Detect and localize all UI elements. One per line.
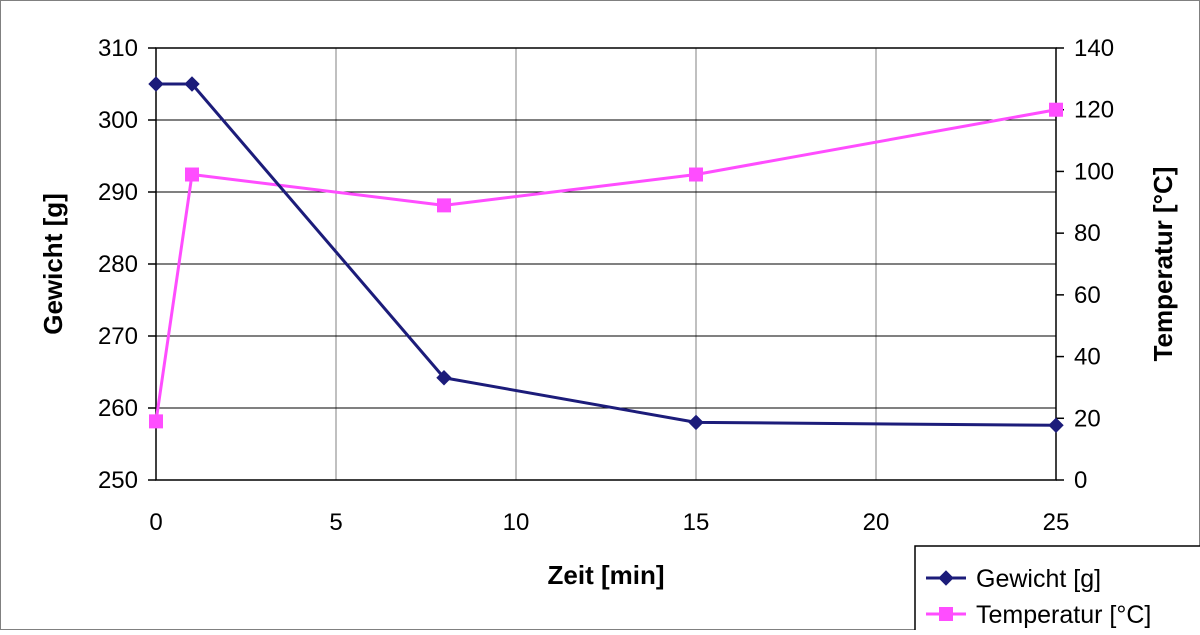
legend: Gewicht [g] Temperatur [°C] xyxy=(914,545,1200,635)
y-left-tick-label: 270 xyxy=(98,323,138,350)
data-point-temperatur xyxy=(185,167,199,182)
y-left-tick-label: 310 xyxy=(98,35,138,62)
data-point-gewicht xyxy=(688,414,704,431)
data-point-temperatur xyxy=(437,198,451,213)
y-left-tick-label: 280 xyxy=(98,251,138,278)
y-right-tick-label: 140 xyxy=(1074,35,1114,62)
grid-lines xyxy=(156,48,1056,480)
data-point-gewicht xyxy=(148,76,164,92)
legend-marker-temperatur xyxy=(939,607,953,621)
data-point-temperatur xyxy=(689,167,703,182)
data-point-temperatur xyxy=(149,414,163,429)
y-right-tick-label: 100 xyxy=(1074,158,1114,185)
y-right-tick-label: 0 xyxy=(1074,467,1087,494)
y-left-tick-label: 250 xyxy=(98,467,138,494)
y-left-tick-label: 260 xyxy=(98,395,138,422)
legend-label-gewicht: Gewicht [g] xyxy=(976,565,1101,593)
data-point-gewicht xyxy=(1048,417,1064,433)
y-right-tick-label: 60 xyxy=(1074,282,1101,309)
y-left-tick-label: 300 xyxy=(98,107,138,134)
data-point-gewicht xyxy=(436,370,452,386)
legend-marker-gewicht xyxy=(938,570,954,586)
x-tick-label: 25 xyxy=(1043,509,1070,536)
legend-items: Gewicht [g] Temperatur [°C] xyxy=(926,565,1151,629)
data-point-gewicht xyxy=(184,76,200,92)
tick-labels: 0 5 10 15 20 25 250 260 270 280 290 300 310 0 20 40 60 80… xyxy=(98,35,1114,536)
x-tick-label: 15 xyxy=(683,509,710,536)
y-right-tick-label: 120 xyxy=(1074,97,1114,124)
x-tick-label: 10 xyxy=(503,509,530,536)
y-axis-right-title: Temperatur [°C] xyxy=(1148,167,1178,362)
x-tick-label: 0 xyxy=(149,509,162,536)
y-left-tick-label: 290 xyxy=(98,179,138,206)
series-layer xyxy=(148,76,1064,433)
y-right-tick-label: 80 xyxy=(1074,220,1101,247)
x-axis-title: Zeit [min] xyxy=(548,560,665,590)
x-tick-label: 5 xyxy=(329,509,342,536)
data-point-temperatur xyxy=(1049,102,1063,117)
legend-label-temperatur: Temperatur [°C] xyxy=(976,601,1151,629)
y-right-tick-label: 40 xyxy=(1074,344,1101,371)
y-right-tick-label: 20 xyxy=(1074,405,1101,432)
x-tick-label: 20 xyxy=(863,509,890,536)
legend-box xyxy=(914,545,1200,635)
y-axis-left-title: Gewicht [g] xyxy=(38,193,68,335)
